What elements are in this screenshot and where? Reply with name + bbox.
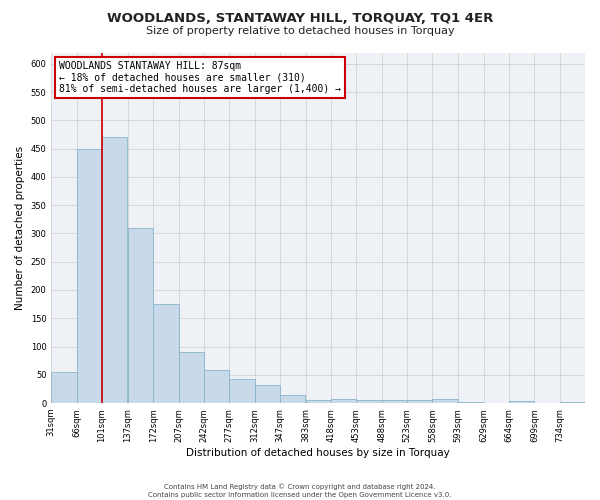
Bar xyxy=(51,372,77,403)
Bar xyxy=(509,402,535,403)
Bar xyxy=(433,398,458,403)
Bar xyxy=(382,400,407,403)
Bar xyxy=(560,402,585,403)
Bar xyxy=(356,400,382,403)
Bar xyxy=(179,352,204,403)
Bar xyxy=(229,380,254,403)
Bar xyxy=(77,148,102,403)
Bar xyxy=(407,400,433,403)
Bar xyxy=(128,228,153,403)
Y-axis label: Number of detached properties: Number of detached properties xyxy=(15,146,25,310)
Bar xyxy=(331,398,356,403)
Bar xyxy=(306,400,331,403)
Bar xyxy=(254,385,280,403)
Bar xyxy=(153,304,179,403)
X-axis label: Distribution of detached houses by size in Torquay: Distribution of detached houses by size … xyxy=(186,448,450,458)
Text: Size of property relative to detached houses in Torquay: Size of property relative to detached ho… xyxy=(146,26,454,36)
Bar xyxy=(458,402,483,403)
Bar xyxy=(102,138,127,403)
Text: Contains HM Land Registry data © Crown copyright and database right 2024.
Contai: Contains HM Land Registry data © Crown c… xyxy=(148,484,452,498)
Text: WOODLANDS STANTAWAY HILL: 87sqm
← 18% of detached houses are smaller (310)
81% o: WOODLANDS STANTAWAY HILL: 87sqm ← 18% of… xyxy=(59,62,341,94)
Text: WOODLANDS, STANTAWAY HILL, TORQUAY, TQ1 4ER: WOODLANDS, STANTAWAY HILL, TORQUAY, TQ1 … xyxy=(107,12,493,26)
Bar xyxy=(204,370,229,403)
Bar xyxy=(280,394,305,403)
